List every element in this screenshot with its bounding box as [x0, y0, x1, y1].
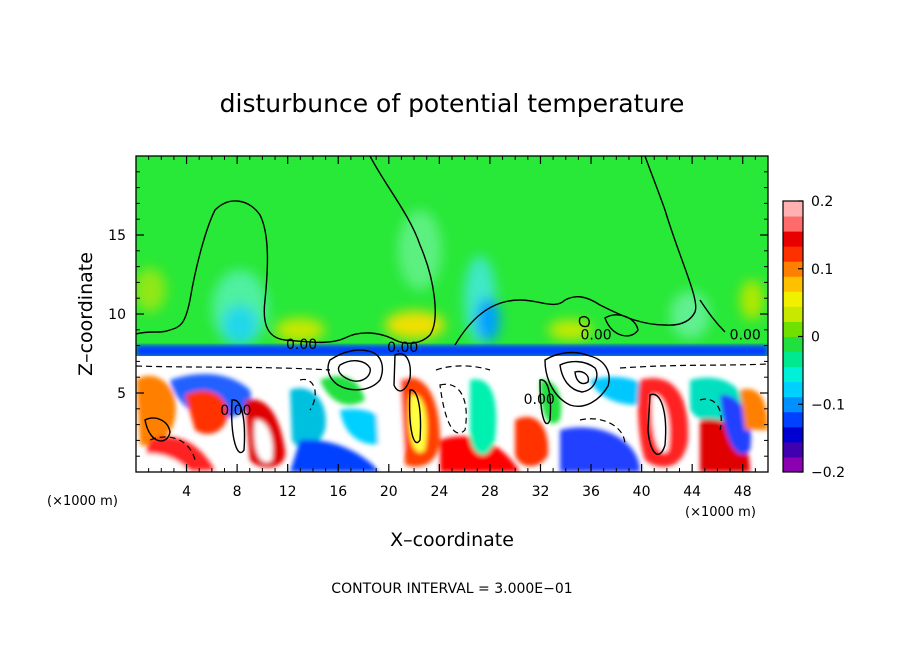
contour-lines [136, 156, 726, 456]
x-tick-label: 44 [683, 484, 701, 500]
colorbar-swatch [783, 396, 803, 413]
x-tick-label: 8 [233, 484, 242, 500]
colorbar-tick-label: −0.2 [811, 465, 845, 481]
lower-turbulent-field [136, 360, 768, 472]
contour-label: 0.00 [524, 392, 555, 408]
colorbar-swatch [783, 276, 803, 292]
x-tick-label: 24 [430, 484, 448, 500]
x-tick-label: 28 [481, 484, 499, 500]
contour-label: 0.00 [730, 327, 761, 343]
colorbar-swatch [783, 426, 803, 443]
colorbar-swatch [783, 321, 803, 337]
contour-label: 0.00 [581, 327, 612, 343]
contour-label-layer: 0.00 0.00 0.00 0.00 0.00 0.00 [220, 327, 761, 419]
colorbar-swatch [783, 231, 803, 247]
x-tick-label: 48 [734, 484, 752, 500]
y-tick-label: 15 [108, 228, 126, 244]
chart-title: disturbunce of potential temperature [220, 89, 685, 118]
colorbar-tick-label: 0.2 [811, 194, 833, 210]
contour-label: 0.00 [220, 403, 251, 419]
x-tick-label: 20 [380, 484, 398, 500]
contour-label: 0.00 [286, 337, 317, 353]
wave-layer-band [136, 345, 768, 357]
y-axis-title: Z–coordinate [75, 252, 97, 376]
colorbar-swatch [783, 291, 803, 307]
x-tick-label: 4 [182, 484, 191, 500]
colorbar-swatch [783, 456, 803, 473]
x-tick-label: 36 [582, 484, 600, 500]
y-tick-label: 5 [117, 386, 126, 402]
colorbar-swatch [783, 411, 803, 428]
y-tick-label: 10 [108, 307, 126, 323]
x-tick-label: 16 [329, 484, 347, 500]
x-axis-units-left: (×1000 m) [47, 494, 118, 509]
contour-interval-note: CONTOUR INTERVAL = 3.000E−01 [331, 581, 572, 597]
colorbar-swatch [783, 261, 803, 277]
colorbar-swatch [783, 246, 803, 262]
colorbar-swatch [783, 336, 803, 353]
colorbar-swatch [783, 306, 803, 322]
colorbar-tick-label: 0.1 [811, 262, 833, 278]
plot-area: 0.00 0.00 0.00 0.00 0.00 0.00 [136, 156, 768, 472]
x-tick-label: 40 [633, 484, 651, 500]
colorbar-swatch [783, 201, 803, 217]
colorbar-swatch [783, 381, 803, 398]
colorbar-tick-label: 0 [811, 330, 820, 346]
x-axis-title: X–coordinate [390, 529, 514, 551]
contour-label: 0.00 [387, 340, 418, 356]
negative-contours [136, 363, 768, 461]
colorbar-swatch [783, 216, 803, 232]
y-axis: 5 10 15 [108, 171, 768, 457]
colorbar-tick-label: −0.1 [811, 397, 845, 413]
colorbar: 0.2 0.1 0 −0.1 −0.2 [782, 194, 845, 481]
colorbar-swatch [783, 351, 803, 368]
x-tick-label: 12 [279, 484, 297, 500]
x-axis-units-right: (×1000 m) [685, 505, 756, 520]
x-axis: 4 8 12 16 20 24 28 32 36 40 44 48 [148, 156, 756, 500]
colorbar-swatch [783, 441, 803, 458]
colorbar-swatch [783, 366, 803, 383]
x-tick-label: 32 [532, 484, 550, 500]
